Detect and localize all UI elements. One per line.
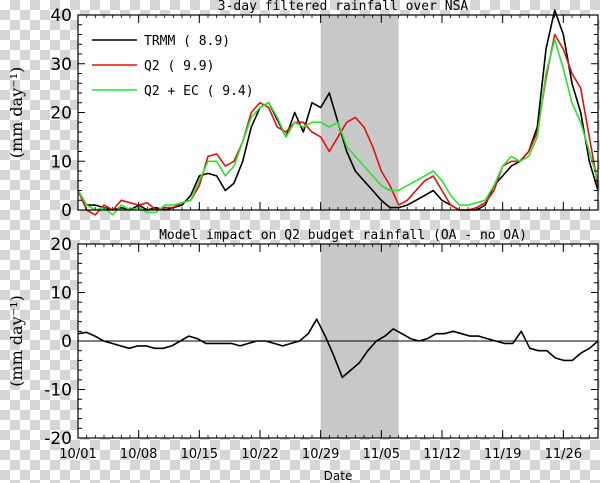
x-tick-label: 10/15 — [181, 447, 218, 462]
chart-title: 3-day filtered rainfall over NSA — [218, 0, 469, 14]
x-tick-label: 10/08 — [120, 447, 157, 462]
x-axis-label: Date — [324, 469, 353, 483]
legend-entry: Q2 ( 9.9) — [144, 59, 214, 74]
y-tick-label: 20 — [50, 104, 72, 124]
y-tick-label: -20 — [44, 429, 72, 449]
x-tick-label: 10/01 — [59, 447, 96, 462]
y-tick-label: 10 — [50, 284, 72, 304]
x-tick-label: 11/19 — [484, 447, 521, 462]
y-axis-label: (mm day⁻¹) — [7, 67, 26, 159]
y-tick-label: 20 — [50, 235, 72, 255]
legend-entry: Q2 + EC ( 9.4) — [144, 84, 254, 99]
y-tick-label: 0 — [61, 201, 72, 221]
legend-entry: TRMM ( 8.9) — [144, 34, 230, 49]
x-tick-label: 11/26 — [545, 447, 582, 462]
chart-title: Model impact on Q2 budget rainfall (OA -… — [159, 228, 527, 243]
series-line-1 — [77, 318, 599, 379]
panel-1: 0 10 20 30 40 3-day filtered rainfall over NS… — [7, 0, 599, 221]
y-tick-label: 30 — [50, 55, 72, 75]
y-tick-label: 40 — [50, 6, 72, 26]
x-tick-label: 11/12 — [423, 447, 460, 462]
series-line-3 — [77, 38, 599, 216]
y-tick-label: 10 — [50, 152, 72, 172]
x-tick-label: 10/22 — [241, 447, 278, 462]
y-axis-label: (mm day⁻¹) — [7, 295, 26, 387]
panel-2: -20 -10 0 10 20 10/01 10/08 10/15 10/22 10/29 11/0… — [7, 228, 599, 483]
y-tick-label: -10 — [44, 381, 72, 401]
y-tick-label: 0 — [61, 332, 72, 352]
x-tick-label: 11/05 — [363, 447, 400, 462]
legend: TRMM ( 8.9) Q2 ( 9.9) Q2 + EC ( 9.4) — [92, 34, 254, 99]
x-tick-label: 10/29 — [302, 447, 339, 462]
